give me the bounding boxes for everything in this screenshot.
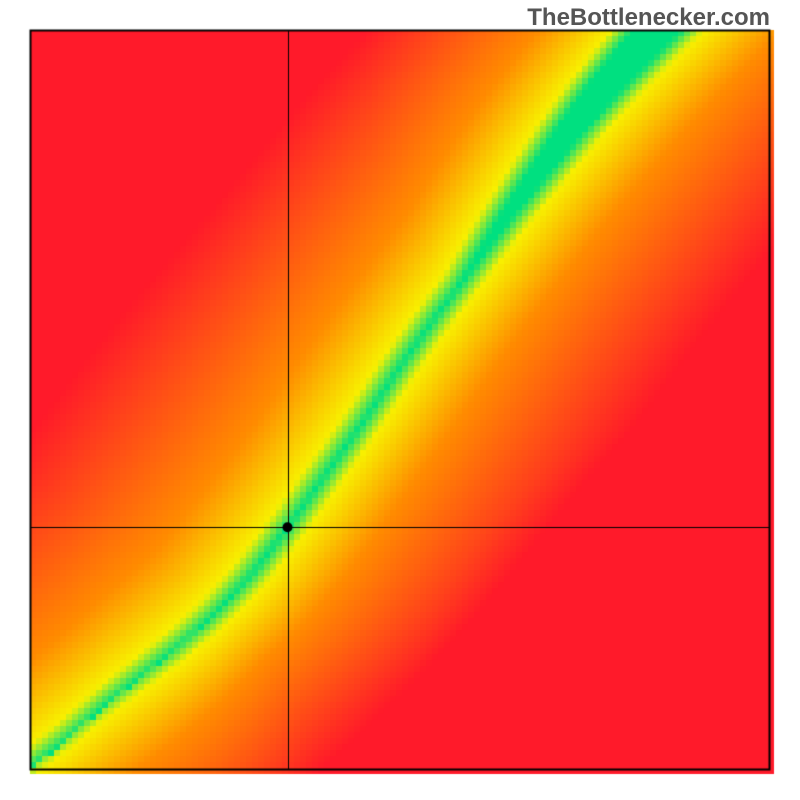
bottleneck-heatmap	[0, 0, 800, 800]
watermark-text: TheBottlenecker.com	[527, 4, 770, 32]
chart-container: TheBottlenecker.com	[0, 0, 800, 800]
